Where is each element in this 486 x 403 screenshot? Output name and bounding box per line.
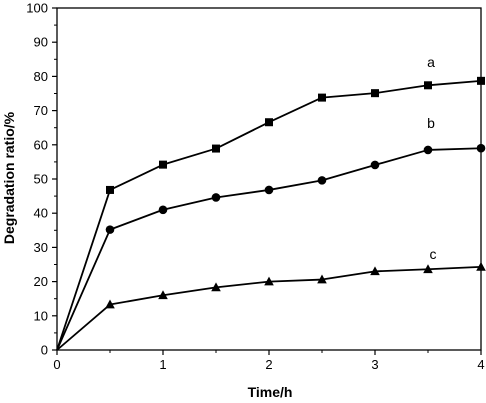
data-point — [423, 145, 433, 155]
series-label-a: a — [427, 54, 435, 70]
data-point — [211, 193, 221, 202]
data-point — [158, 290, 168, 300]
data-point — [212, 144, 220, 153]
data-point — [105, 299, 115, 309]
data-point — [317, 274, 327, 284]
y-tick-label: 30 — [34, 240, 48, 255]
y-axis-title: Degradation ratio/% — [1, 111, 17, 244]
y-tick-label: 70 — [34, 103, 48, 118]
series-label-b: b — [427, 115, 435, 131]
data-point — [159, 160, 167, 169]
y-tick-label: 80 — [34, 69, 48, 84]
data-point — [423, 264, 433, 274]
y-tick-label: 90 — [34, 35, 48, 50]
y-tick-label: 40 — [34, 206, 48, 221]
y-tick-label: 60 — [34, 137, 48, 152]
x-tick-label: 0 — [53, 357, 60, 372]
data-point — [264, 185, 274, 195]
data-point — [158, 205, 168, 215]
data-point — [105, 225, 115, 234]
series-label-c: c — [430, 246, 437, 262]
y-tick-label: 100 — [26, 1, 48, 16]
x-tick-label: 1 — [159, 357, 166, 372]
plot-frame — [56, 7, 482, 351]
series-layer — [56, 76, 486, 351]
data-point — [477, 76, 485, 85]
x-tick-label: 3 — [371, 357, 378, 372]
data-point — [317, 176, 327, 185]
y-tick-label: 50 — [34, 172, 48, 187]
series-a — [56, 76, 485, 351]
data-point — [476, 261, 486, 271]
data-point — [370, 266, 380, 276]
data-point — [106, 185, 114, 194]
x-tick-label: 4 — [477, 357, 484, 372]
x-axis-title: Time/h — [248, 384, 293, 400]
x-tick-label: 2 — [265, 357, 272, 372]
y-tick-label: 0 — [41, 343, 48, 358]
series-line — [56, 147, 482, 351]
data-point — [476, 143, 486, 153]
y-tick-label: 10 — [34, 308, 48, 323]
data-point — [424, 81, 432, 90]
data-point — [371, 89, 379, 98]
data-point — [318, 93, 326, 102]
plot-area — [56, 7, 482, 351]
series-labels: a b c — [427, 54, 436, 262]
data-point — [265, 118, 273, 127]
data-point — [211, 282, 221, 292]
y-tick-label: 20 — [34, 274, 48, 289]
series-c — [56, 261, 486, 351]
series-b — [56, 143, 486, 351]
data-point — [370, 160, 380, 170]
data-point — [264, 276, 274, 286]
